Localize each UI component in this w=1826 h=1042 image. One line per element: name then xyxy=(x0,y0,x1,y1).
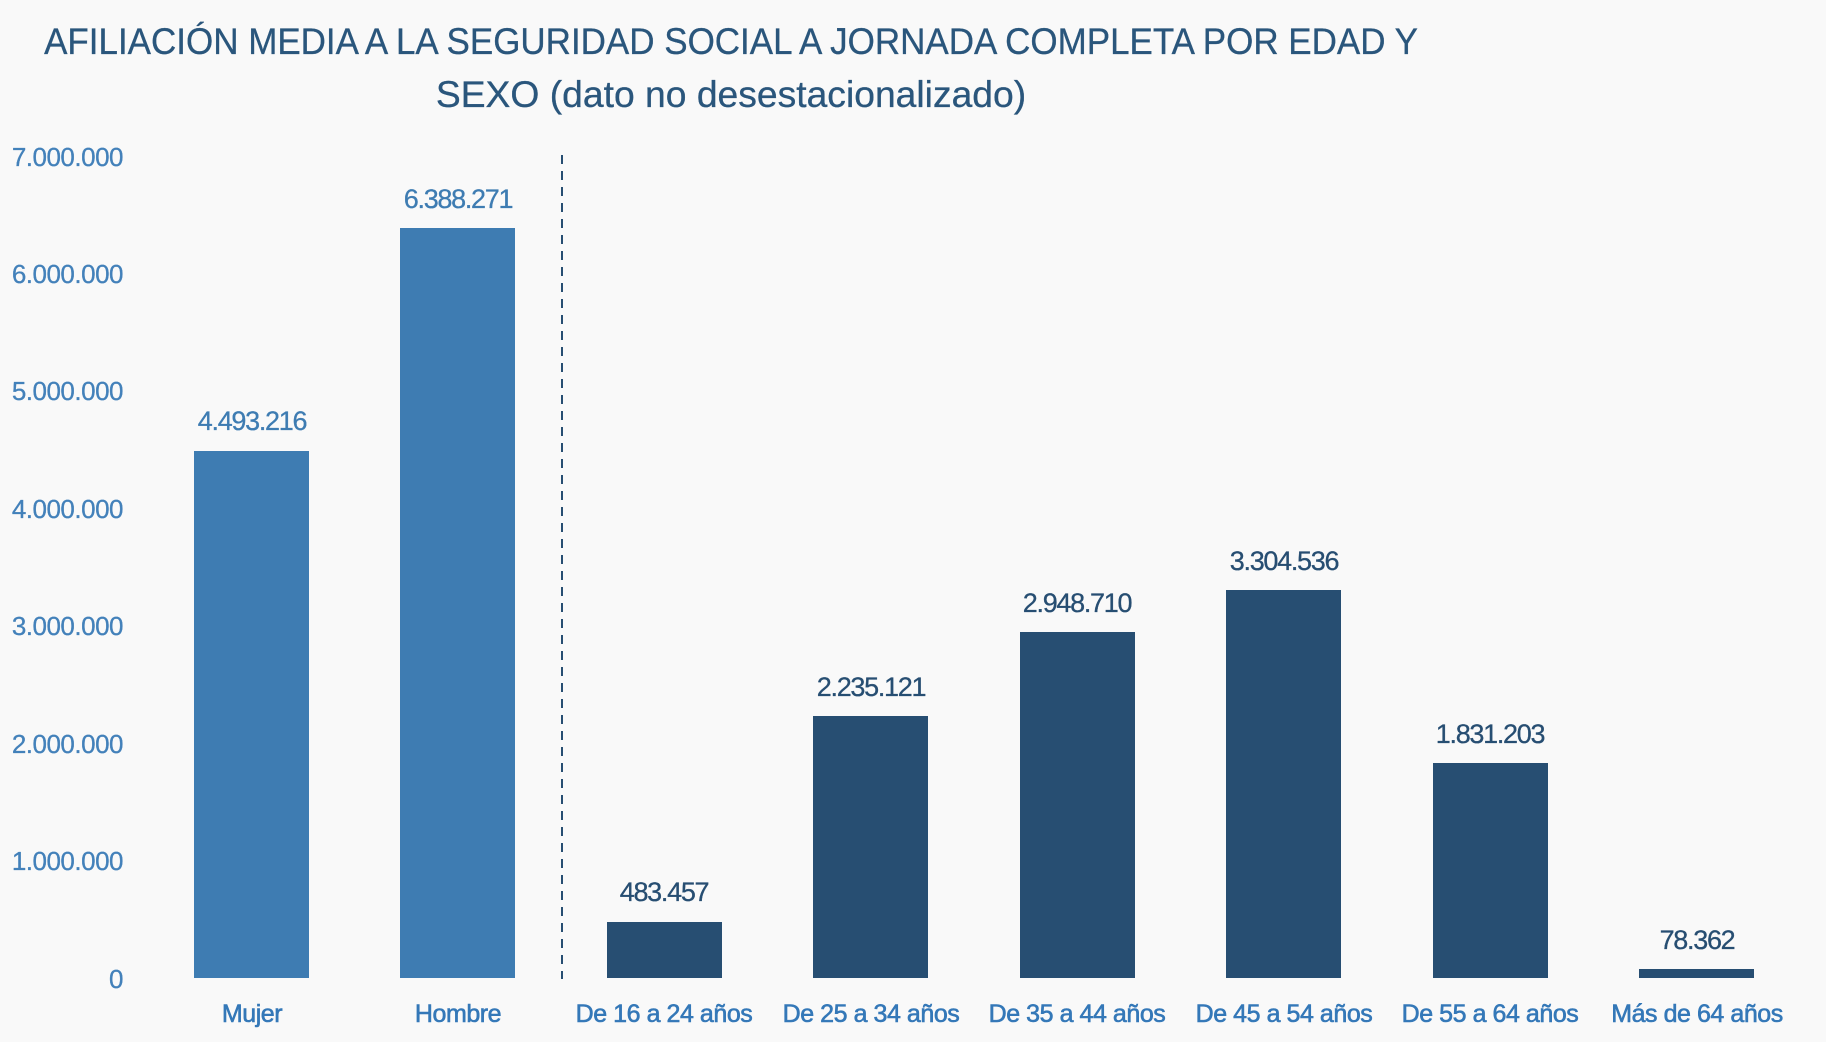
x-axis-category-label: De 16 a 24 años xyxy=(576,1000,754,1029)
bar-mujer xyxy=(194,450,309,979)
y-axis-tick-label: 0 xyxy=(109,963,124,994)
bar-de-45-a-54-anos xyxy=(1226,590,1342,979)
x-axis-category-label: De 25 a 34 años xyxy=(782,1000,960,1029)
x-axis-category-label: De 45 a 54 años xyxy=(1195,1000,1373,1029)
chart-title-line2: SEXO (dato no desestacionalizado) xyxy=(435,74,1027,115)
group-separator-dashed-line xyxy=(560,155,564,979)
bar-hombre xyxy=(400,228,516,979)
y-axis-tick-label: 6.000.000 xyxy=(11,258,124,289)
data-label: 4.493.216 xyxy=(197,406,307,437)
data-label: 3.304.536 xyxy=(1229,545,1339,576)
y-axis-tick-label: 4.000.000 xyxy=(11,493,124,524)
data-label: 6.388.271 xyxy=(403,183,514,214)
bar-mas-de-64-anos xyxy=(1639,969,1755,979)
bar-de-25-a-34-anos xyxy=(813,716,929,979)
y-axis-tick-label: 2.000.000 xyxy=(11,728,124,759)
x-axis-category-label: Más de 64 años xyxy=(1610,1000,1784,1029)
bar-de-35-a-44-anos xyxy=(1019,632,1135,979)
x-axis-category-label: De 55 a 64 años xyxy=(1401,1000,1580,1029)
chart-title: AFILIACIÓN MEDIA A LA SEGURIDAD SOCIAL A… xyxy=(0,15,1462,121)
chart-title-line1: AFILIACIÓN MEDIA A LA SEGURIDAD SOCIAL A… xyxy=(44,21,1418,62)
y-axis-tick-label: 7.000.000 xyxy=(11,141,124,172)
bar-de-55-a-64-anos xyxy=(1432,763,1548,979)
y-axis-tick-label: 5.000.000 xyxy=(11,376,124,407)
data-label: 1.831.203 xyxy=(1435,718,1546,749)
x-axis-category-label: Hombre xyxy=(414,1000,502,1029)
x-axis-category-label: De 35 a 44 años xyxy=(988,1000,1167,1029)
data-label: 483.457 xyxy=(620,877,710,908)
y-axis-tick-label: 3.000.000 xyxy=(11,611,124,642)
bar-de-16-a-24-anos xyxy=(606,921,722,979)
y-axis-tick-label: 1.000.000 xyxy=(11,846,124,877)
x-axis-category-label: Mujer xyxy=(221,1000,282,1029)
data-label: 2.235.121 xyxy=(816,671,926,702)
data-label: 78.362 xyxy=(1659,924,1735,955)
data-label: 2.948.710 xyxy=(1023,587,1133,618)
